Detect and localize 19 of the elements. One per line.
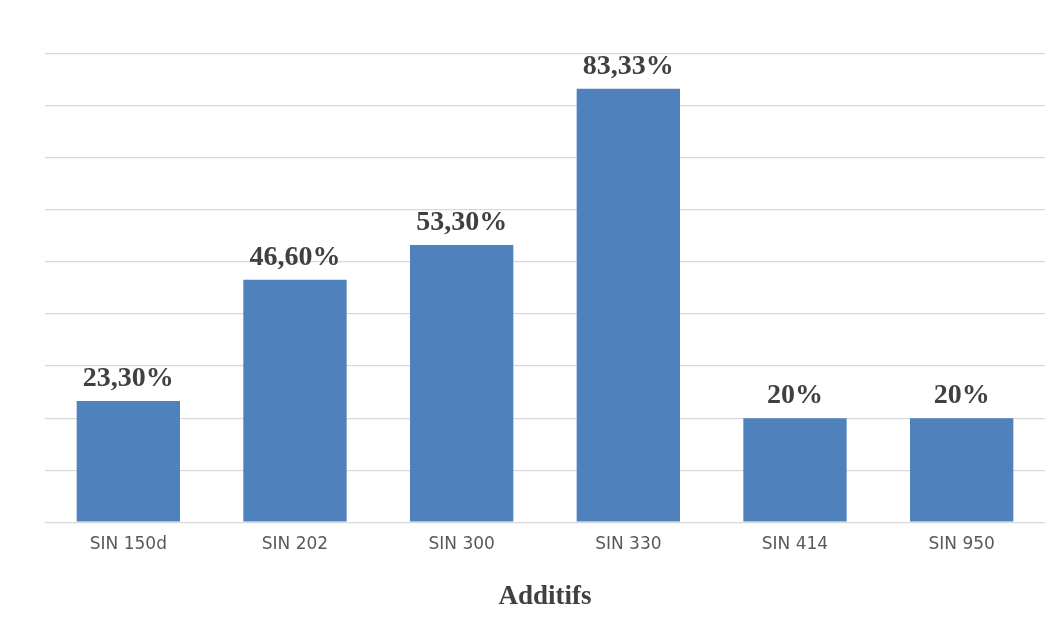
x-tick-label: SIN 950 xyxy=(928,532,995,553)
bar xyxy=(76,400,180,522)
x-tick-label: SIN 330 xyxy=(595,532,662,553)
data-label: 20% xyxy=(767,378,823,410)
x-tick-label: SIN 414 xyxy=(761,532,829,553)
x-tick-label: SIN 150d xyxy=(89,532,167,553)
bar xyxy=(576,88,680,522)
data-label: 20% xyxy=(933,378,990,410)
x-tick-label: SIN 202 xyxy=(261,532,329,553)
data-label: 46,60% xyxy=(249,240,341,272)
data-label: 83,33% xyxy=(582,48,674,80)
bar xyxy=(743,418,847,522)
bar xyxy=(410,244,514,522)
x-tick-label: SIN 300 xyxy=(428,532,495,553)
data-label: 23,30% xyxy=(82,361,174,393)
bar xyxy=(243,279,347,522)
x-axis-title: Additifs xyxy=(498,579,592,610)
bar xyxy=(910,418,1014,522)
data-label: 53,30% xyxy=(416,205,508,237)
